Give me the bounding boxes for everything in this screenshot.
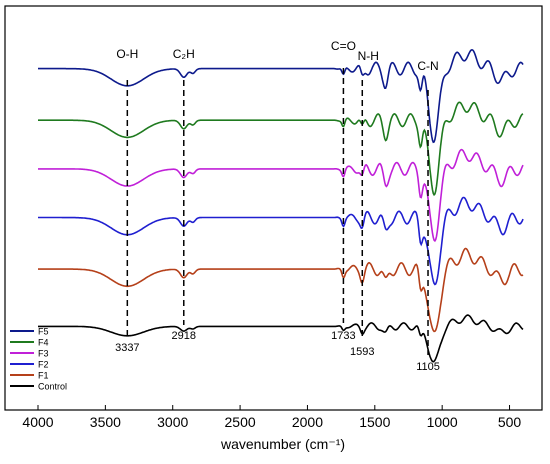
x-tick-label: 2500 [225, 414, 256, 430]
plot-frame [4, 5, 543, 411]
legend-label: F4 [38, 338, 49, 348]
peak-group-label: O-H [116, 47, 138, 61]
series-line-f2 [38, 196, 524, 286]
peak-value-label: 1593 [350, 346, 374, 358]
series-line-f5 [38, 48, 524, 144]
peak-group-label: C-N [417, 59, 438, 73]
legend-label: F3 [38, 349, 49, 359]
peak-value-label: 3337 [115, 342, 139, 354]
series-layer [38, 48, 524, 363]
peak-marker-layer: O-H 3337 C₂H 2918 C=O 1733 N-H 1593 C-N 1105 [115, 39, 440, 373]
series-line-f1 [38, 247, 524, 333]
legend-label: F1 [38, 371, 49, 381]
series-line-f4 [38, 101, 524, 197]
peak-value-label: 1733 [331, 330, 355, 342]
peak-group-label: C₂H [173, 47, 195, 61]
peak-value-label: 2918 [172, 330, 196, 342]
legend-label: F2 [38, 360, 49, 370]
x-axis-label: wavenumber (cm⁻¹) [220, 436, 345, 452]
legend-label: F5 [38, 327, 49, 337]
x-tick-label: 2000 [292, 414, 323, 430]
series-line-f3 [38, 148, 524, 243]
peak-value-label: 1105 [416, 361, 440, 373]
x-tick-label: 3500 [90, 414, 121, 430]
x-tick-label: 3000 [157, 414, 188, 430]
x-tick-label: 500 [498, 414, 522, 430]
x-tick-label: 4000 [22, 414, 53, 430]
x-tick-label: 1500 [359, 414, 390, 430]
legend-label: Control [38, 382, 67, 392]
peak-group-label: C=O [331, 39, 356, 53]
series-line-control [38, 314, 524, 363]
peak-group-label: N-H [358, 49, 379, 63]
x-tick-label: 1000 [427, 414, 458, 430]
x-tick-layer: 4000 3500 3000 2500 2000 1500 1000 500 [22, 405, 521, 430]
